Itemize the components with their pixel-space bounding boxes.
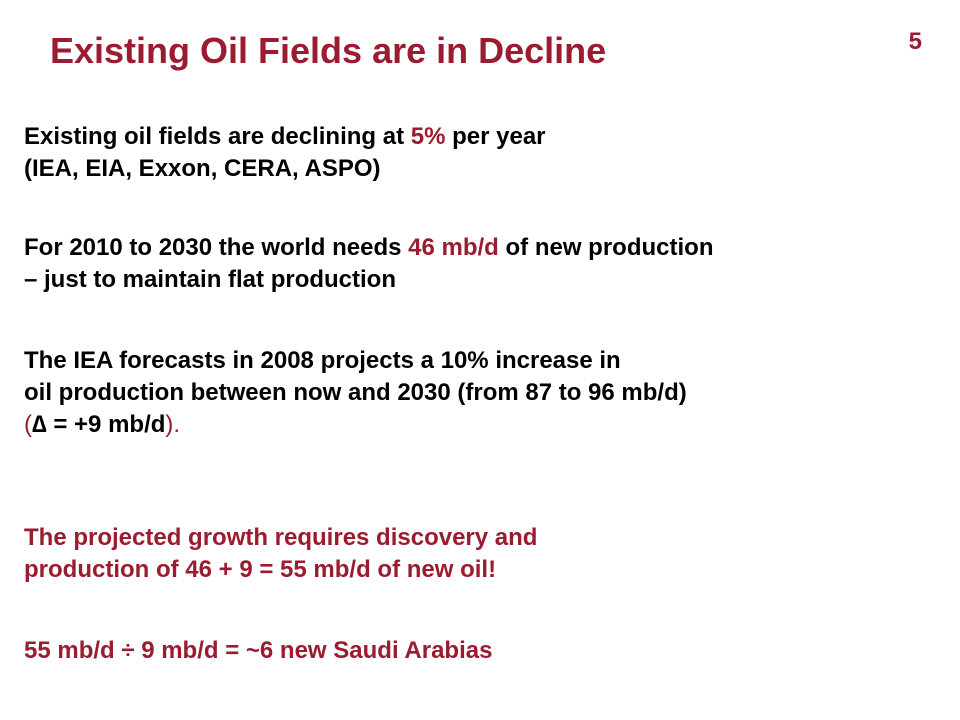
flat-production-line: – just to maintain flat production [24, 266, 396, 293]
decline-rate-value: 5% [410, 123, 446, 150]
decline-rate-text: Existing oil fields are declining at [24, 123, 411, 150]
iea-forecast-line-3: (∆ = +9 mb/d). [24, 409, 180, 441]
delta-close-paren: ). [165, 411, 181, 438]
sources-line: (IEA, EIA, Exxon, CERA, ASPO) [24, 155, 381, 182]
new-production-value: 46 mb/d [408, 234, 499, 261]
delta-open-paren: ( [24, 411, 32, 438]
decline-rate-suffix: per year [445, 123, 546, 150]
saudi-arabias-line: 55 mb/d ÷ 9 mb/d = ~6 new Saudi Arabias [24, 637, 493, 664]
new-production-suffix: of new production [498, 234, 714, 261]
decline-rate-line: Existing oil fields are declining at 5% … [24, 121, 546, 153]
slide-title: Existing Oil Fields are in Decline [50, 30, 607, 71]
new-production-line: For 2010 to 2030 the world needs 46 mb/d… [24, 232, 713, 264]
iea-forecast-line-1: The IEA forecasts in 2008 projects a 10%… [24, 347, 621, 374]
iea-forecast-line-2: oil production between now and 2030 (fro… [24, 379, 687, 406]
page-number: 5 [908, 28, 922, 55]
projected-growth-line-1: The projected growth requires discovery … [24, 524, 538, 551]
delta-value: ∆ = +9 mb/d [32, 411, 166, 438]
projected-growth-line-2: production of 46 + 9 = 55 mb/d of new oi… [24, 556, 497, 583]
new-production-text: For 2010 to 2030 the world needs [24, 234, 409, 261]
